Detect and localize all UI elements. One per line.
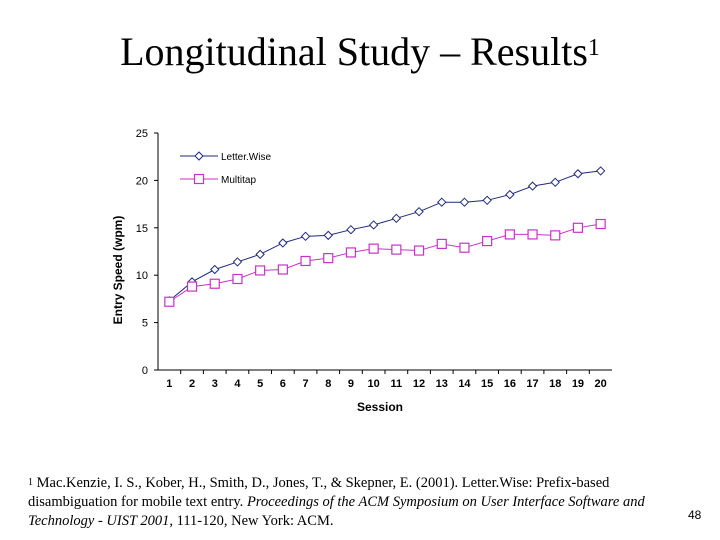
title-footnote-marker: 1 [587,35,600,61]
x-tick-label: 12 [413,378,425,390]
data-point [164,296,175,307]
data-point [505,189,515,200]
data-point [414,206,424,217]
legend-entry: Letter.Wise [221,152,271,163]
footnote-pages: , 111-120, New York: ACM. [169,513,334,529]
data-point [482,195,492,206]
slide-title-text: Longitudinal Study – Results [120,29,588,74]
page-number: 48 [688,508,702,522]
data-point [459,197,470,207]
y-tick-label: 0 [142,365,148,377]
x-tick-label: 18 [549,378,561,390]
chart-axes [157,133,612,371]
x-axis-label: Session [357,400,403,414]
x-tick-label: 17 [526,378,538,390]
data-point [300,255,311,267]
data-point [504,229,515,240]
y-tick-label: 15 [136,223,148,235]
data-point [459,242,470,253]
x-tick-label: 3 [212,378,218,390]
x-tick-label: 5 [257,378,263,390]
y-axis-label: Entry Speed (wpm) [111,216,125,325]
y-tick-label: 25 [136,128,148,140]
data-point [300,231,311,242]
data-point [323,253,334,264]
data-point [437,197,447,207]
data-point [210,264,220,275]
data-point [413,245,425,256]
data-point [368,220,379,230]
data-point [527,229,538,240]
x-axis-ticks: 1 2 3 4 5 6 7 8 9 10 11 12 13 14 15 16 17 18 19 20 [166,370,607,390]
x-tick-label: 19 [572,378,584,390]
x-tick-label: 15 [481,378,493,390]
data-point [278,238,288,248]
footnote-venue: Proceedings of the ACM Symposium on User… [28,494,645,529]
data-point [255,249,265,260]
data-point [346,224,356,235]
data-point [232,257,243,267]
series-square [164,218,606,307]
footnote-marker: 1 [28,477,33,488]
data-point [186,281,198,292]
series-line [169,170,601,302]
series-diamond [164,166,606,306]
data-point [255,265,266,276]
data-point [277,264,288,275]
data-point [323,230,333,241]
data-point [345,247,357,258]
x-tick-label: 14 [458,378,471,390]
x-tick-label: 2 [189,378,195,390]
x-tick-label: 1 [166,378,172,390]
y-tick-label: 20 [136,175,148,187]
x-tick-label: 7 [302,378,308,390]
data-point [391,244,402,255]
data-point [391,213,402,224]
data-point [595,218,606,230]
data-point [595,166,606,176]
series-layer [164,166,606,307]
y-tick-label: 10 [136,270,148,282]
data-point [482,235,493,247]
data-point [572,222,584,233]
legend-entry: Multitap [221,175,256,186]
data-point [573,169,583,179]
x-tick-label: 20 [595,378,607,390]
legend-marker [194,151,204,161]
chart-legend: Letter.Wise Multitap [180,151,271,186]
data-point [550,177,560,188]
y-tick-label: 5 [142,318,148,330]
data-point [527,181,538,191]
x-tick-label: 11 [391,378,403,390]
x-tick-label: 6 [280,378,286,390]
data-point [368,243,379,254]
y-axis-ticks: 0 5 10 15 20 25 [136,128,158,377]
data-point [232,273,243,285]
x-tick-label: 10 [368,378,380,390]
x-tick-label: 16 [504,378,516,390]
data-point [550,230,561,241]
x-tick-label: 4 [234,378,241,390]
x-tick-label: 8 [325,378,331,390]
citation-footnote: 1 Mac.Kenzie, I. S., Kober, H., Smith, D… [28,474,698,531]
slide-title: Longitudinal Study – Results1 [0,28,720,76]
x-tick-label: 13 [436,378,448,390]
data-point [209,278,220,289]
footnote-authors: Mac.Kenzie, I. S., Kober, H., Smith, D.,… [28,475,610,510]
data-point [436,238,447,250]
legend-marker [193,173,205,185]
x-tick-label: 9 [348,378,354,390]
